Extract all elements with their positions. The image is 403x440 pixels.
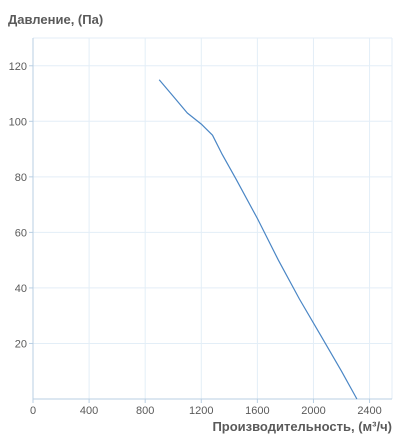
grid (33, 37, 393, 399)
y-tick-label: 80 (15, 172, 27, 184)
series (158, 79, 358, 400)
x-tick-label: 0 (30, 405, 36, 417)
x-tick-label: 1600 (245, 405, 269, 417)
tick-labels: 0 400 800 1200 1600 2000 2400 20 40 60 80 100 120 (9, 61, 382, 417)
y-tick-label: 120 (9, 61, 27, 73)
y-tick-label: 20 (15, 338, 27, 350)
x-axis-title: Производительность, (м³/ч) (212, 419, 392, 434)
x-tick-label: 800 (136, 405, 154, 417)
series-line (158, 79, 358, 400)
y-tick-label: 40 (15, 283, 27, 295)
x-tick-label: 2000 (301, 405, 325, 417)
y-tick-label: 60 (15, 227, 27, 239)
x-tick-label: 2400 (357, 405, 381, 417)
axes (32, 38, 392, 400)
y-axis-title: Давление, (Па) (8, 12, 103, 27)
y-tick-label: 100 (9, 116, 27, 128)
x-tick-label: 400 (80, 405, 98, 417)
x-tick-label: 1200 (189, 405, 213, 417)
